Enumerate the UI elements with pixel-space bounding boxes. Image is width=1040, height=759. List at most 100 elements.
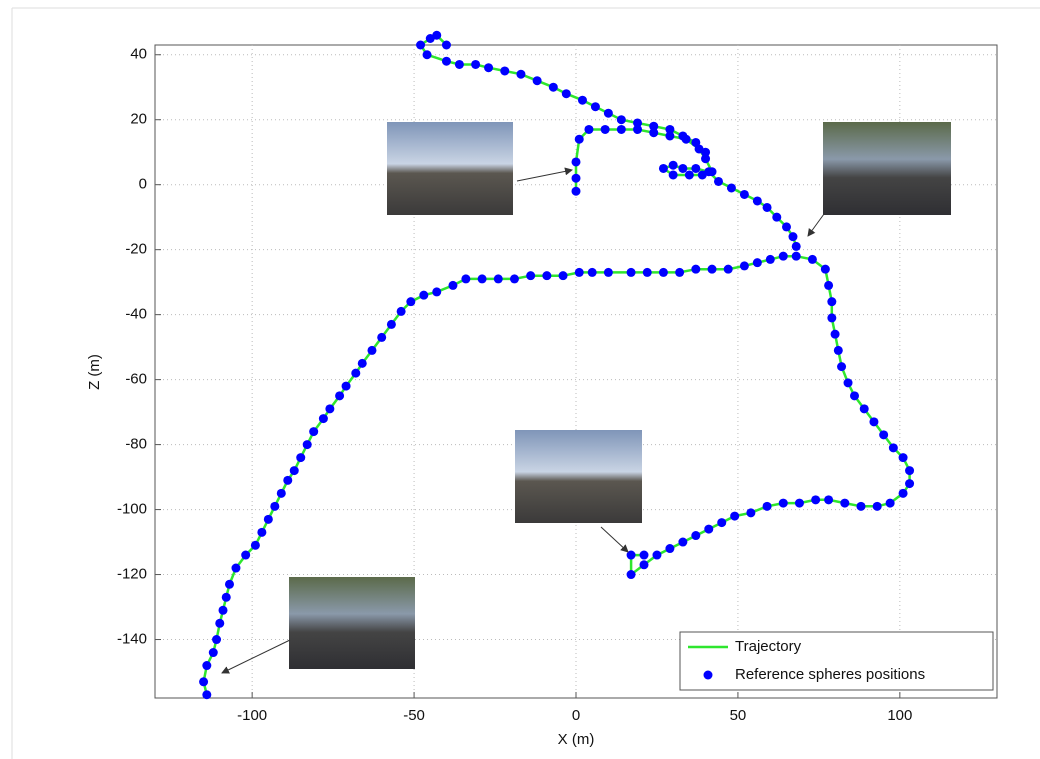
y-tick-label: -80 xyxy=(125,436,147,453)
sphere-point xyxy=(386,319,396,329)
sphere-point xyxy=(691,264,701,274)
sphere-point xyxy=(270,501,280,511)
sphere-point xyxy=(425,34,435,44)
sphere-point xyxy=(584,124,594,134)
x-tick-label: 50 xyxy=(730,707,747,724)
y-tick-label: -100 xyxy=(117,501,147,518)
sphere-point xyxy=(642,267,652,277)
sphere-point xyxy=(626,570,636,580)
sphere-point xyxy=(516,69,526,79)
sphere-point xyxy=(202,661,212,671)
sphere-point xyxy=(762,202,772,212)
sphere-point xyxy=(626,550,636,560)
sphere-point xyxy=(827,313,837,323)
sphere-point xyxy=(885,498,895,508)
sphere-point xyxy=(879,430,889,440)
sphere-point xyxy=(778,498,788,508)
arrow xyxy=(807,213,825,237)
sphere-point xyxy=(257,527,267,537)
sphere-point xyxy=(432,287,442,297)
sphere-point xyxy=(701,147,711,157)
sphere-point xyxy=(318,414,328,424)
sphere-point xyxy=(872,501,882,511)
sphere-point xyxy=(221,592,231,602)
sphere-point xyxy=(250,540,260,550)
arrow xyxy=(221,639,291,674)
sphere-point xyxy=(778,251,788,261)
sphere-point xyxy=(746,508,756,518)
y-tick-label: -20 xyxy=(125,241,147,258)
x-axis-label: X (m) xyxy=(558,731,595,748)
photo xyxy=(515,430,642,523)
sphere-point xyxy=(224,579,234,589)
sphere-point xyxy=(215,618,225,628)
sphere-point xyxy=(723,264,733,274)
sphere-point xyxy=(558,271,568,281)
sphere-point xyxy=(309,427,319,437)
sphere-point xyxy=(807,254,817,264)
sphere-point xyxy=(377,332,387,342)
sphere-point xyxy=(212,635,222,645)
sphere-point xyxy=(600,124,610,134)
sphere-point xyxy=(898,453,908,463)
sphere-point xyxy=(639,560,649,570)
sphere-point xyxy=(791,251,801,261)
sphere-point xyxy=(461,274,471,284)
arrow xyxy=(600,526,629,553)
marks xyxy=(199,30,915,700)
sphere-point xyxy=(837,362,847,372)
inset-photos xyxy=(221,122,951,674)
sphere-point xyxy=(454,59,464,69)
arrow xyxy=(516,167,573,182)
sphere-point xyxy=(843,378,853,388)
y-tick-label: -120 xyxy=(117,566,147,583)
sphere-point xyxy=(441,56,451,66)
sphere-point xyxy=(649,121,659,131)
sphere-point xyxy=(509,274,519,284)
sphere-point xyxy=(713,176,723,186)
sphere-point xyxy=(542,271,552,281)
sphere-point xyxy=(283,475,293,485)
sphere-point xyxy=(730,511,740,521)
sphere-point xyxy=(762,501,772,511)
x-tick-label: -50 xyxy=(403,707,425,724)
sphere-point xyxy=(649,128,659,138)
sphere-point xyxy=(302,440,312,450)
sphere-point xyxy=(616,115,626,125)
y-axis-label: Z (m) xyxy=(86,354,103,390)
sphere-point xyxy=(739,261,749,271)
sphere-point xyxy=(335,391,345,401)
sphere-point xyxy=(678,163,688,173)
photo xyxy=(387,122,513,215)
sphere-point xyxy=(422,50,432,60)
x-tick-label: -100 xyxy=(237,707,267,724)
sphere-point xyxy=(782,222,791,232)
sphere-point xyxy=(477,274,487,284)
sphere-point xyxy=(396,306,406,316)
sphere-point xyxy=(367,345,377,355)
x-tick-label: 100 xyxy=(887,707,912,724)
sphere-point xyxy=(571,173,581,183)
sphere-point xyxy=(208,648,218,658)
sphere-point xyxy=(811,495,821,505)
sphere-point xyxy=(571,157,581,167)
sphere-point xyxy=(548,82,558,92)
sphere-point xyxy=(231,563,241,573)
sphere-point xyxy=(824,280,834,290)
sphere-point xyxy=(484,63,494,73)
photo xyxy=(289,577,415,669)
y-tick-label: -60 xyxy=(125,371,147,388)
sphere-point xyxy=(905,466,915,476)
sphere-point xyxy=(704,524,714,534)
sphere-point xyxy=(691,531,701,541)
y-tick-label: -140 xyxy=(117,630,147,647)
x-tick-label: 0 xyxy=(572,707,580,724)
sphere-point xyxy=(325,404,335,414)
sphere-point xyxy=(574,134,584,144)
sphere-point xyxy=(739,189,749,199)
sphere-point xyxy=(665,131,675,141)
sphere-point xyxy=(419,290,429,300)
sphere-point xyxy=(707,264,717,274)
sphere-point xyxy=(869,417,879,427)
